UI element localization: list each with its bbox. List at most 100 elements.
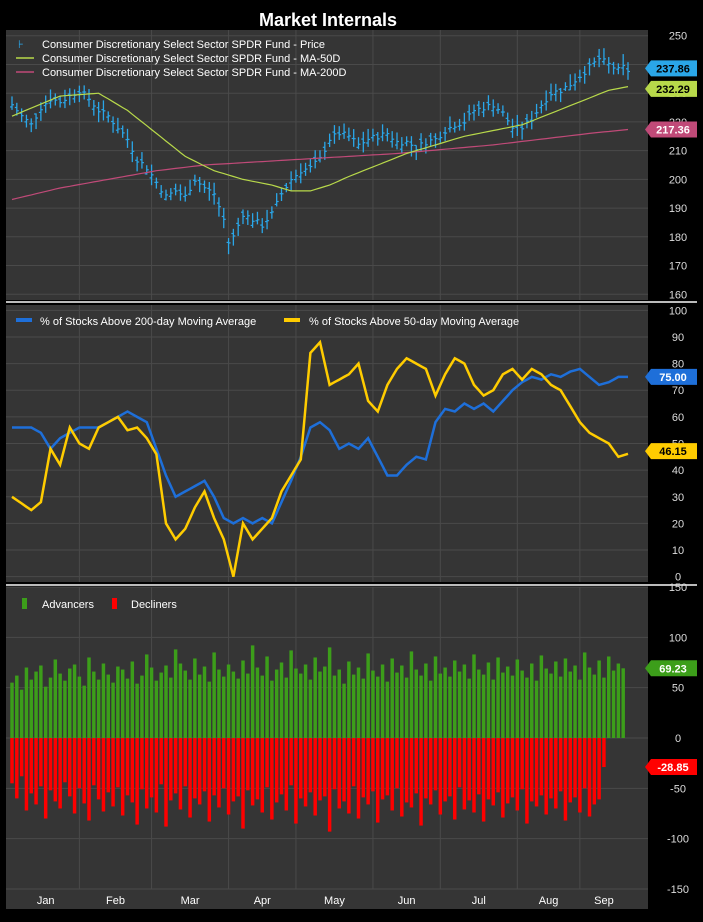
advancer-bar (106, 674, 110, 738)
advancer-bar (279, 662, 284, 738)
decliner-bar (332, 738, 337, 790)
price-bar (592, 57, 597, 68)
advancer-bar (188, 679, 192, 738)
advancers-last-tag: 69.23 (645, 660, 697, 677)
price-bar (29, 118, 34, 133)
month-label-may: May (324, 895, 345, 907)
advancer-bar (212, 652, 216, 738)
price-bar (626, 62, 630, 80)
advdec-axis-tick--50: -50 (670, 783, 686, 795)
decliner-bar (501, 738, 505, 818)
advancer-bar (501, 672, 505, 738)
decliner-bar (260, 738, 264, 813)
decliner-bar (284, 738, 289, 811)
price-bar (399, 137, 404, 153)
advancer-bar (448, 676, 452, 738)
price-bar (390, 131, 395, 148)
price-bar (544, 90, 549, 111)
advancer-bar (549, 673, 553, 738)
decliner-bar (164, 738, 168, 827)
decliner-bar (111, 738, 115, 807)
price-bar (327, 133, 332, 148)
decliner-bar (462, 738, 467, 810)
decliner-bar (592, 738, 597, 805)
advancer-bar (164, 665, 168, 738)
price-bar (356, 137, 361, 150)
decliner-bar (404, 738, 409, 803)
legend-price-label: Consumer Discretionary Select Sector SPD… (42, 39, 325, 51)
decliner-bar (578, 738, 582, 813)
advancer-bar (592, 674, 597, 738)
price-bar (370, 128, 375, 142)
advancer-bar (611, 670, 616, 738)
price-bar (553, 83, 558, 102)
advancer-bar (43, 686, 48, 738)
advancer-bar (327, 647, 332, 738)
decliner-bar (308, 738, 313, 793)
advancer-bar (197, 674, 202, 738)
advancer-bar (202, 666, 207, 738)
decliner-bar (212, 738, 216, 796)
breadth-axis-tick-90: 90 (672, 332, 684, 344)
decliner-bar (409, 738, 414, 808)
price-axis-tick-250: 250 (669, 31, 687, 43)
price-bar (24, 114, 29, 128)
advancer-bar (226, 664, 231, 738)
price-bar (298, 163, 303, 184)
decliner-bar (472, 738, 476, 813)
breadth-axis-tick-40: 40 (672, 465, 684, 477)
svg-text:237.86: 237.86 (656, 63, 690, 75)
advancer-bar (395, 672, 399, 738)
price-axis-tick-200: 200 (669, 174, 687, 186)
legend-advancers-label: Advancers (42, 599, 94, 611)
price-bar (342, 123, 347, 139)
advancer-bar (19, 689, 24, 738)
price-bar (534, 103, 539, 118)
advancer-bar (96, 679, 101, 738)
advancer-bar (433, 656, 438, 738)
advancer-bar (351, 674, 356, 738)
decliner-bar (347, 738, 351, 814)
price-bar (212, 182, 217, 205)
price-axis-tick-210: 210 (669, 146, 687, 158)
price-bar (96, 101, 101, 123)
decliner-bar (428, 738, 433, 805)
ma200-last-tag: 217.36 (645, 121, 697, 138)
advancer-bar (438, 673, 443, 738)
advancer-bar (616, 663, 621, 738)
advdec-axis-tick--150: -150 (667, 884, 689, 896)
decliner-bar (197, 738, 202, 805)
advancer-bar (457, 671, 462, 738)
price-axis-tick-190: 190 (669, 203, 687, 215)
decliner-bar (539, 738, 544, 796)
advancer-bar (424, 663, 428, 738)
decliner-bar (130, 738, 135, 803)
advancer-bar (125, 678, 130, 738)
decliner-bar (299, 738, 303, 799)
price-bar (231, 228, 236, 246)
price-bar (539, 100, 544, 114)
advancer-bar (246, 673, 250, 738)
decliner-bar (154, 738, 159, 813)
advancer-bar (505, 666, 510, 738)
price-axis-tick-180: 180 (669, 232, 687, 244)
advancer-bar (404, 677, 409, 738)
pct50-last-tag: 46.15 (645, 443, 697, 460)
advancer-bar (39, 665, 43, 738)
advancer-bar (24, 667, 29, 738)
price-bar (606, 57, 611, 74)
advancer-bar (145, 654, 149, 738)
price-bar (279, 187, 284, 202)
decliner-bar (207, 738, 212, 822)
advancer-bar (390, 658, 394, 738)
price-bar (236, 217, 241, 236)
advancer-bar (530, 663, 534, 738)
price-axis-tick-170: 170 (669, 261, 687, 273)
price-bar (443, 126, 448, 141)
advancer-bar (63, 680, 67, 738)
price-bar (77, 85, 82, 103)
decliner-bar (342, 738, 346, 802)
pct200-last-tag: 75.00 (645, 368, 697, 385)
price-bar (173, 183, 178, 196)
